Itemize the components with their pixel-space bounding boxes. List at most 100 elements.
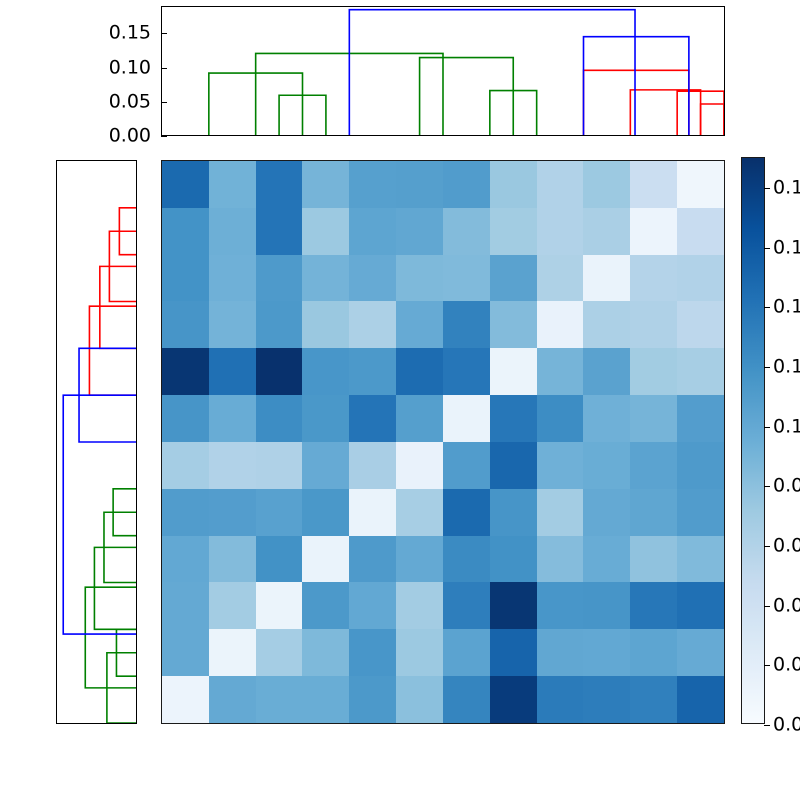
heatmap-cell: [302, 676, 350, 723]
heatmap-cell: [396, 161, 443, 208]
dendrogram-link: [100, 266, 136, 348]
heatmap-cell: [536, 207, 584, 255]
heatmap-cell: [255, 441, 303, 489]
heatmap-panel: [161, 160, 725, 724]
dendrogram-link: [85, 587, 136, 688]
column-dendrogram-plot: [162, 7, 724, 135]
heatmap-cell: [677, 629, 724, 677]
heatmap-cell: [208, 301, 256, 349]
dendrogram-link: [89, 306, 136, 395]
heatmap-cell: [396, 348, 443, 396]
heatmap-cell: [162, 161, 209, 208]
dendrogram-link: [279, 95, 326, 135]
heatmap-cell: [162, 254, 209, 302]
col-dendrogram-tick-label: 0.15: [108, 21, 151, 44]
heatmap-cell: [208, 676, 256, 723]
heatmap-cell: [208, 582, 256, 630]
heatmap-cell: [536, 161, 584, 208]
heatmap-cell: [583, 348, 631, 396]
dendrogram-link: [630, 90, 700, 135]
heatmap-cell: [255, 301, 303, 349]
heatmap-cell: [630, 348, 678, 396]
heatmap-grid: [162, 161, 724, 723]
heatmap-cell: [208, 535, 256, 583]
heatmap-cell: [208, 207, 256, 255]
heatmap-cell: [442, 301, 490, 349]
dendrogram-link: [584, 70, 689, 135]
heatmap-cell: [255, 488, 303, 536]
heatmap-cell: [489, 348, 537, 396]
colorbar-tick-mark: [764, 665, 770, 667]
heatmap-cell: [630, 488, 678, 536]
colorbar-tick-label: 0.14: [773, 295, 800, 318]
heatmap-cell: [489, 441, 537, 489]
heatmap-cell: [302, 629, 350, 677]
dendrogram-link: [701, 104, 724, 135]
heatmap-cell: [536, 676, 584, 723]
heatmap-cell: [349, 348, 397, 396]
heatmap-cell: [630, 395, 678, 442]
heatmap-cell: [162, 676, 209, 723]
heatmap-cell: [396, 441, 443, 489]
heatmap-cell: [583, 301, 631, 349]
heatmap-cell: [442, 441, 490, 489]
heatmap-cell: [489, 301, 537, 349]
colorbar: 0.00 0.02 0.04 0.06 0.08 0.10 0.12 0.14 0.16 0.18: [741, 157, 800, 734]
colorbar-tick-label: 0.16: [773, 236, 800, 259]
heatmap-cell: [677, 348, 724, 396]
heatmap-cell: [349, 488, 397, 536]
heatmap-cell: [489, 676, 537, 723]
heatmap-cell: [302, 254, 350, 302]
colorbar-gradient: [742, 158, 764, 723]
colorbar-tick-mark: [764, 187, 770, 189]
col-dendrogram-tick-mark: [161, 136, 167, 137]
colorbar-tick-label: 0.18: [773, 176, 800, 199]
heatmap-cell: [162, 488, 209, 536]
heatmap-cell: [583, 395, 631, 442]
dendrogram-link: [420, 58, 514, 135]
heatmap-cell: [630, 535, 678, 583]
heatmap-cell: [396, 301, 443, 349]
heatmap-cell: [255, 254, 303, 302]
heatmap-cell: [442, 582, 490, 630]
dendrogram-link: [677, 91, 724, 135]
heatmap-cell: [630, 301, 678, 349]
colorbar-tick-mark: [764, 545, 770, 547]
colorbar-tick-label: 0.12: [773, 355, 800, 378]
heatmap-cell: [396, 582, 443, 630]
heatmap-cell: [208, 254, 256, 302]
heatmap-cell: [349, 301, 397, 349]
colorbar-tick-label: 0.00: [773, 713, 800, 736]
heatmap-cell: [442, 254, 490, 302]
heatmap-cell: [396, 676, 443, 723]
heatmap-cell: [255, 676, 303, 723]
col-dendrogram-tick-label: 0.10: [108, 56, 151, 79]
heatmap-cell: [349, 535, 397, 583]
heatmap-cell: [162, 395, 209, 442]
dendrogram-link: [349, 10, 635, 135]
heatmap-cell: [677, 535, 724, 583]
col-dendrogram-tick-mark: [161, 33, 167, 35]
colorbar-tick-mark: [764, 605, 770, 607]
heatmap-cell: [255, 629, 303, 677]
heatmap-cell: [208, 441, 256, 489]
heatmap-cell: [677, 395, 724, 442]
heatmap-cell: [349, 161, 397, 208]
heatmap-cell: [255, 395, 303, 442]
heatmap-cell: [677, 582, 724, 630]
heatmap-cell: [442, 676, 490, 723]
heatmap-cell: [677, 254, 724, 302]
heatmap-cell: [442, 629, 490, 677]
colorbar-tick-mark: [764, 307, 770, 309]
colorbar-tick-mark: [764, 486, 770, 488]
heatmap-cell: [442, 207, 490, 255]
heatmap-cell: [255, 348, 303, 396]
heatmap-cell: [255, 161, 303, 208]
heatmap-cell: [162, 207, 209, 255]
heatmap-cell: [208, 629, 256, 677]
heatmap-cell: [349, 676, 397, 723]
heatmap-cell: [677, 488, 724, 536]
heatmap-cell: [677, 207, 724, 255]
heatmap-cell: [489, 488, 537, 536]
heatmap-cell: [583, 254, 631, 302]
